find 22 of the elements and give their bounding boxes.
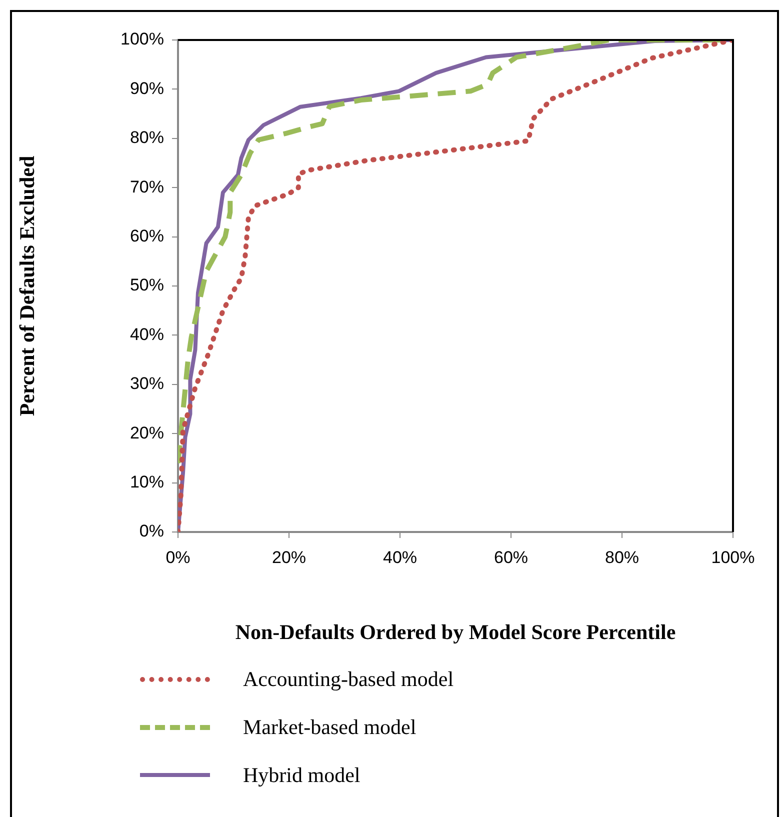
y-tick-label: 50% bbox=[130, 276, 164, 295]
x-tick-label: 40% bbox=[382, 548, 418, 567]
x-tick-label: 20% bbox=[272, 548, 306, 567]
y-tick-label: 20% bbox=[130, 423, 164, 442]
y-tick-label: 60% bbox=[130, 226, 164, 246]
y-tick-label: 40% bbox=[130, 324, 164, 344]
y-tick-label: 10% bbox=[130, 472, 164, 492]
y-tick-label: 70% bbox=[130, 177, 164, 196]
legend-label: Hybrid model bbox=[243, 762, 360, 788]
legend-label: Market-based model bbox=[243, 714, 416, 740]
x-tick-label: 80% bbox=[604, 548, 640, 567]
x-tick-label: 60% bbox=[494, 548, 528, 567]
y-tick-label: 0% bbox=[139, 522, 164, 541]
y-tick-label: 90% bbox=[130, 78, 164, 98]
y-tick-label: 80% bbox=[130, 128, 164, 148]
x-axis-title: Non-Defaults Ordered by Model Score Percentile bbox=[235, 620, 676, 644]
y-tick-label: 100% bbox=[120, 30, 164, 49]
y-tick-label: 30% bbox=[130, 374, 164, 394]
y-axis-title: Percent of Defaults Excluded bbox=[15, 156, 40, 416]
x-tick-label: 0% bbox=[166, 548, 190, 567]
x-tick-label: 100% bbox=[711, 548, 755, 567]
legend-label: Accounting-based model bbox=[243, 666, 454, 692]
